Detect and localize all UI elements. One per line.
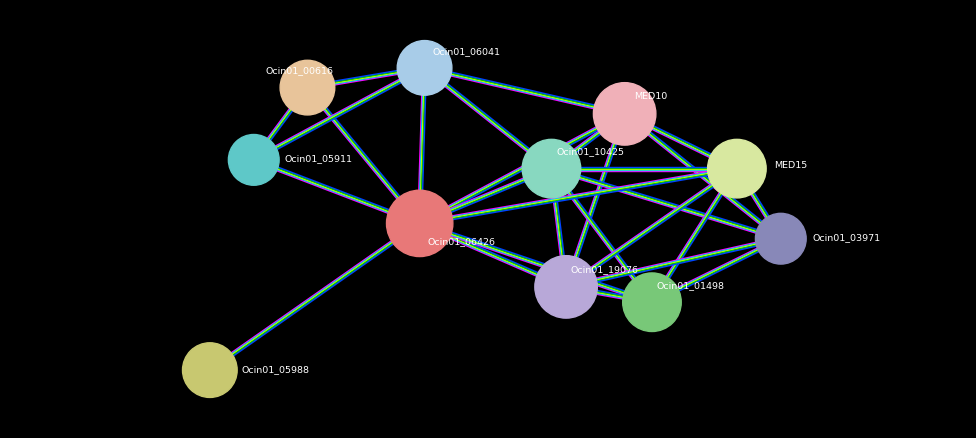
- Text: Ocin01_01498: Ocin01_01498: [657, 281, 725, 290]
- Ellipse shape: [755, 213, 806, 264]
- Ellipse shape: [535, 256, 597, 318]
- Text: Ocin01_05911: Ocin01_05911: [285, 155, 353, 163]
- Ellipse shape: [397, 41, 452, 95]
- Text: Ocin01_00616: Ocin01_00616: [265, 67, 334, 75]
- Ellipse shape: [522, 139, 581, 198]
- Text: Ocin01_05988: Ocin01_05988: [241, 365, 309, 374]
- Ellipse shape: [623, 273, 681, 332]
- Text: Ocin01_10425: Ocin01_10425: [556, 148, 625, 156]
- Text: Ocin01_03971: Ocin01_03971: [812, 233, 880, 242]
- Ellipse shape: [183, 343, 237, 397]
- Ellipse shape: [708, 139, 766, 198]
- Text: Ocin01_06041: Ocin01_06041: [432, 47, 501, 56]
- Ellipse shape: [280, 60, 335, 115]
- Text: MED10: MED10: [634, 92, 668, 101]
- Ellipse shape: [386, 190, 453, 257]
- Ellipse shape: [593, 83, 656, 145]
- Text: MED15: MED15: [774, 161, 807, 170]
- Ellipse shape: [228, 134, 279, 185]
- Text: Ocin01_19076: Ocin01_19076: [571, 265, 639, 274]
- Text: Ocin01_06426: Ocin01_06426: [427, 237, 496, 246]
